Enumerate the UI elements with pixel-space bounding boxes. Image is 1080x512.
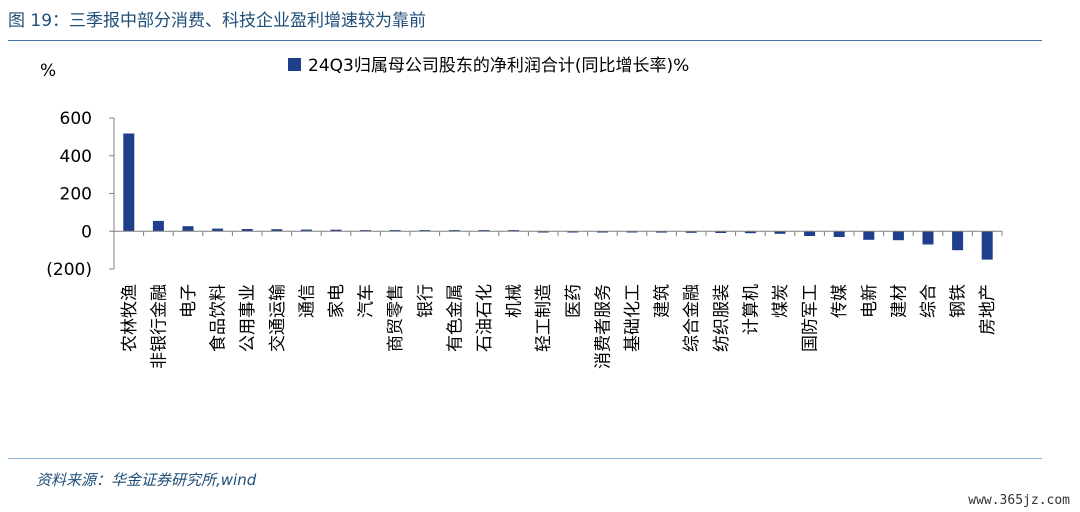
bar xyxy=(152,220,164,232)
bar xyxy=(981,231,993,260)
x-tick-label: 通信 xyxy=(297,284,317,318)
x-tick-label: 计算机 xyxy=(741,284,761,335)
x-tick-label: 机械 xyxy=(505,284,525,318)
x-tick-label: 综合 xyxy=(919,284,939,318)
bar xyxy=(626,231,638,233)
x-tick-label: 食品饮料 xyxy=(209,284,229,352)
bar xyxy=(182,226,194,232)
watermark: www.365jz.com xyxy=(968,493,1070,508)
bar xyxy=(478,230,490,232)
legend-swatch xyxy=(288,58,301,71)
x-tick-label: 银行 xyxy=(416,284,436,318)
x-tick-label: 房地产 xyxy=(978,284,998,335)
bar xyxy=(833,231,845,237)
bar xyxy=(596,231,608,233)
bar xyxy=(952,231,964,251)
x-tick-label: 电子 xyxy=(179,284,199,318)
x-tick-label: 农林牧渔 xyxy=(120,284,140,352)
y-axis: 600 400 200 0 (200) xyxy=(46,109,115,280)
bar xyxy=(360,230,372,232)
bar xyxy=(123,133,135,232)
x-tick-label: 石油石化 xyxy=(475,284,495,352)
x-tick-label: 商贸零售 xyxy=(386,284,406,352)
source-note: 资料来源：华金证券研究所,wind xyxy=(36,471,257,489)
bar xyxy=(537,231,549,233)
y-tick-label: (200) xyxy=(46,260,92,280)
bar xyxy=(567,231,579,233)
bar xyxy=(863,231,875,240)
x-tick-label: 传媒 xyxy=(830,284,850,318)
x-tick-label: 医药 xyxy=(564,284,584,318)
y-tick-label: 0 xyxy=(81,222,92,242)
x-tick-label: 公用事业 xyxy=(238,284,258,352)
x-tick-label: 纺织服装 xyxy=(712,284,732,352)
x-tick-label: 汽车 xyxy=(357,284,377,318)
bar xyxy=(330,229,342,232)
category-labels: 农林牧渔 非银行金融 电子 食品饮料 公用事业 交通运输 通信 家电 汽车 商贸零售 银行 有色金属石… xyxy=(120,284,998,369)
x-tick-label: 建材 xyxy=(889,284,909,318)
legend: 24Q3归属母公司股东的净利润合计(同比增长率)% xyxy=(288,56,689,76)
bar xyxy=(744,231,756,234)
x-tick-label: 有色金属 xyxy=(445,284,465,352)
bar xyxy=(656,231,668,233)
x-tick-label: 基础化工 xyxy=(623,284,643,352)
bar xyxy=(448,230,460,232)
x-tick-label: 消费者服务 xyxy=(593,284,613,369)
x-tick-label: 交通运输 xyxy=(268,284,288,352)
x-tick-label: 轻工制造 xyxy=(534,284,554,352)
bar xyxy=(508,230,520,232)
x-tick-label: 国防军工 xyxy=(801,284,821,352)
x-tick-label: 非银行金融 xyxy=(149,284,169,369)
figure-title: 图 19：三季报中部分消费、科技企业盈利增速较为靠前 xyxy=(8,11,427,31)
bar xyxy=(212,228,224,232)
y-unit-label: % xyxy=(40,61,56,81)
x-tick-label: 综合金融 xyxy=(682,284,702,352)
bar xyxy=(300,229,312,232)
bars xyxy=(123,133,993,260)
bar xyxy=(892,231,904,241)
x-axis xyxy=(113,230,1003,237)
x-tick-label: 电新 xyxy=(860,284,880,318)
x-tick-label: 煤炭 xyxy=(771,284,791,318)
y-tick-label: 600 xyxy=(60,109,92,129)
bar xyxy=(922,231,934,245)
legend-label: 24Q3归属母公司股东的净利润合计(同比增长率)% xyxy=(308,56,689,76)
x-tick-label: 建筑 xyxy=(653,284,673,318)
y-tick-label: 200 xyxy=(60,185,92,205)
bar xyxy=(685,231,697,233)
y-tick-label: 400 xyxy=(60,147,92,167)
source-divider xyxy=(8,458,1042,459)
x-tick-label: 家电 xyxy=(327,284,347,318)
x-tick-label: 钢铁 xyxy=(949,284,969,318)
bar xyxy=(389,230,401,232)
bar xyxy=(774,231,786,234)
title-divider xyxy=(8,40,1042,41)
bar xyxy=(804,231,816,236)
bar xyxy=(241,229,253,232)
bar xyxy=(715,231,727,233)
bar xyxy=(271,229,283,232)
bar xyxy=(419,230,431,232)
